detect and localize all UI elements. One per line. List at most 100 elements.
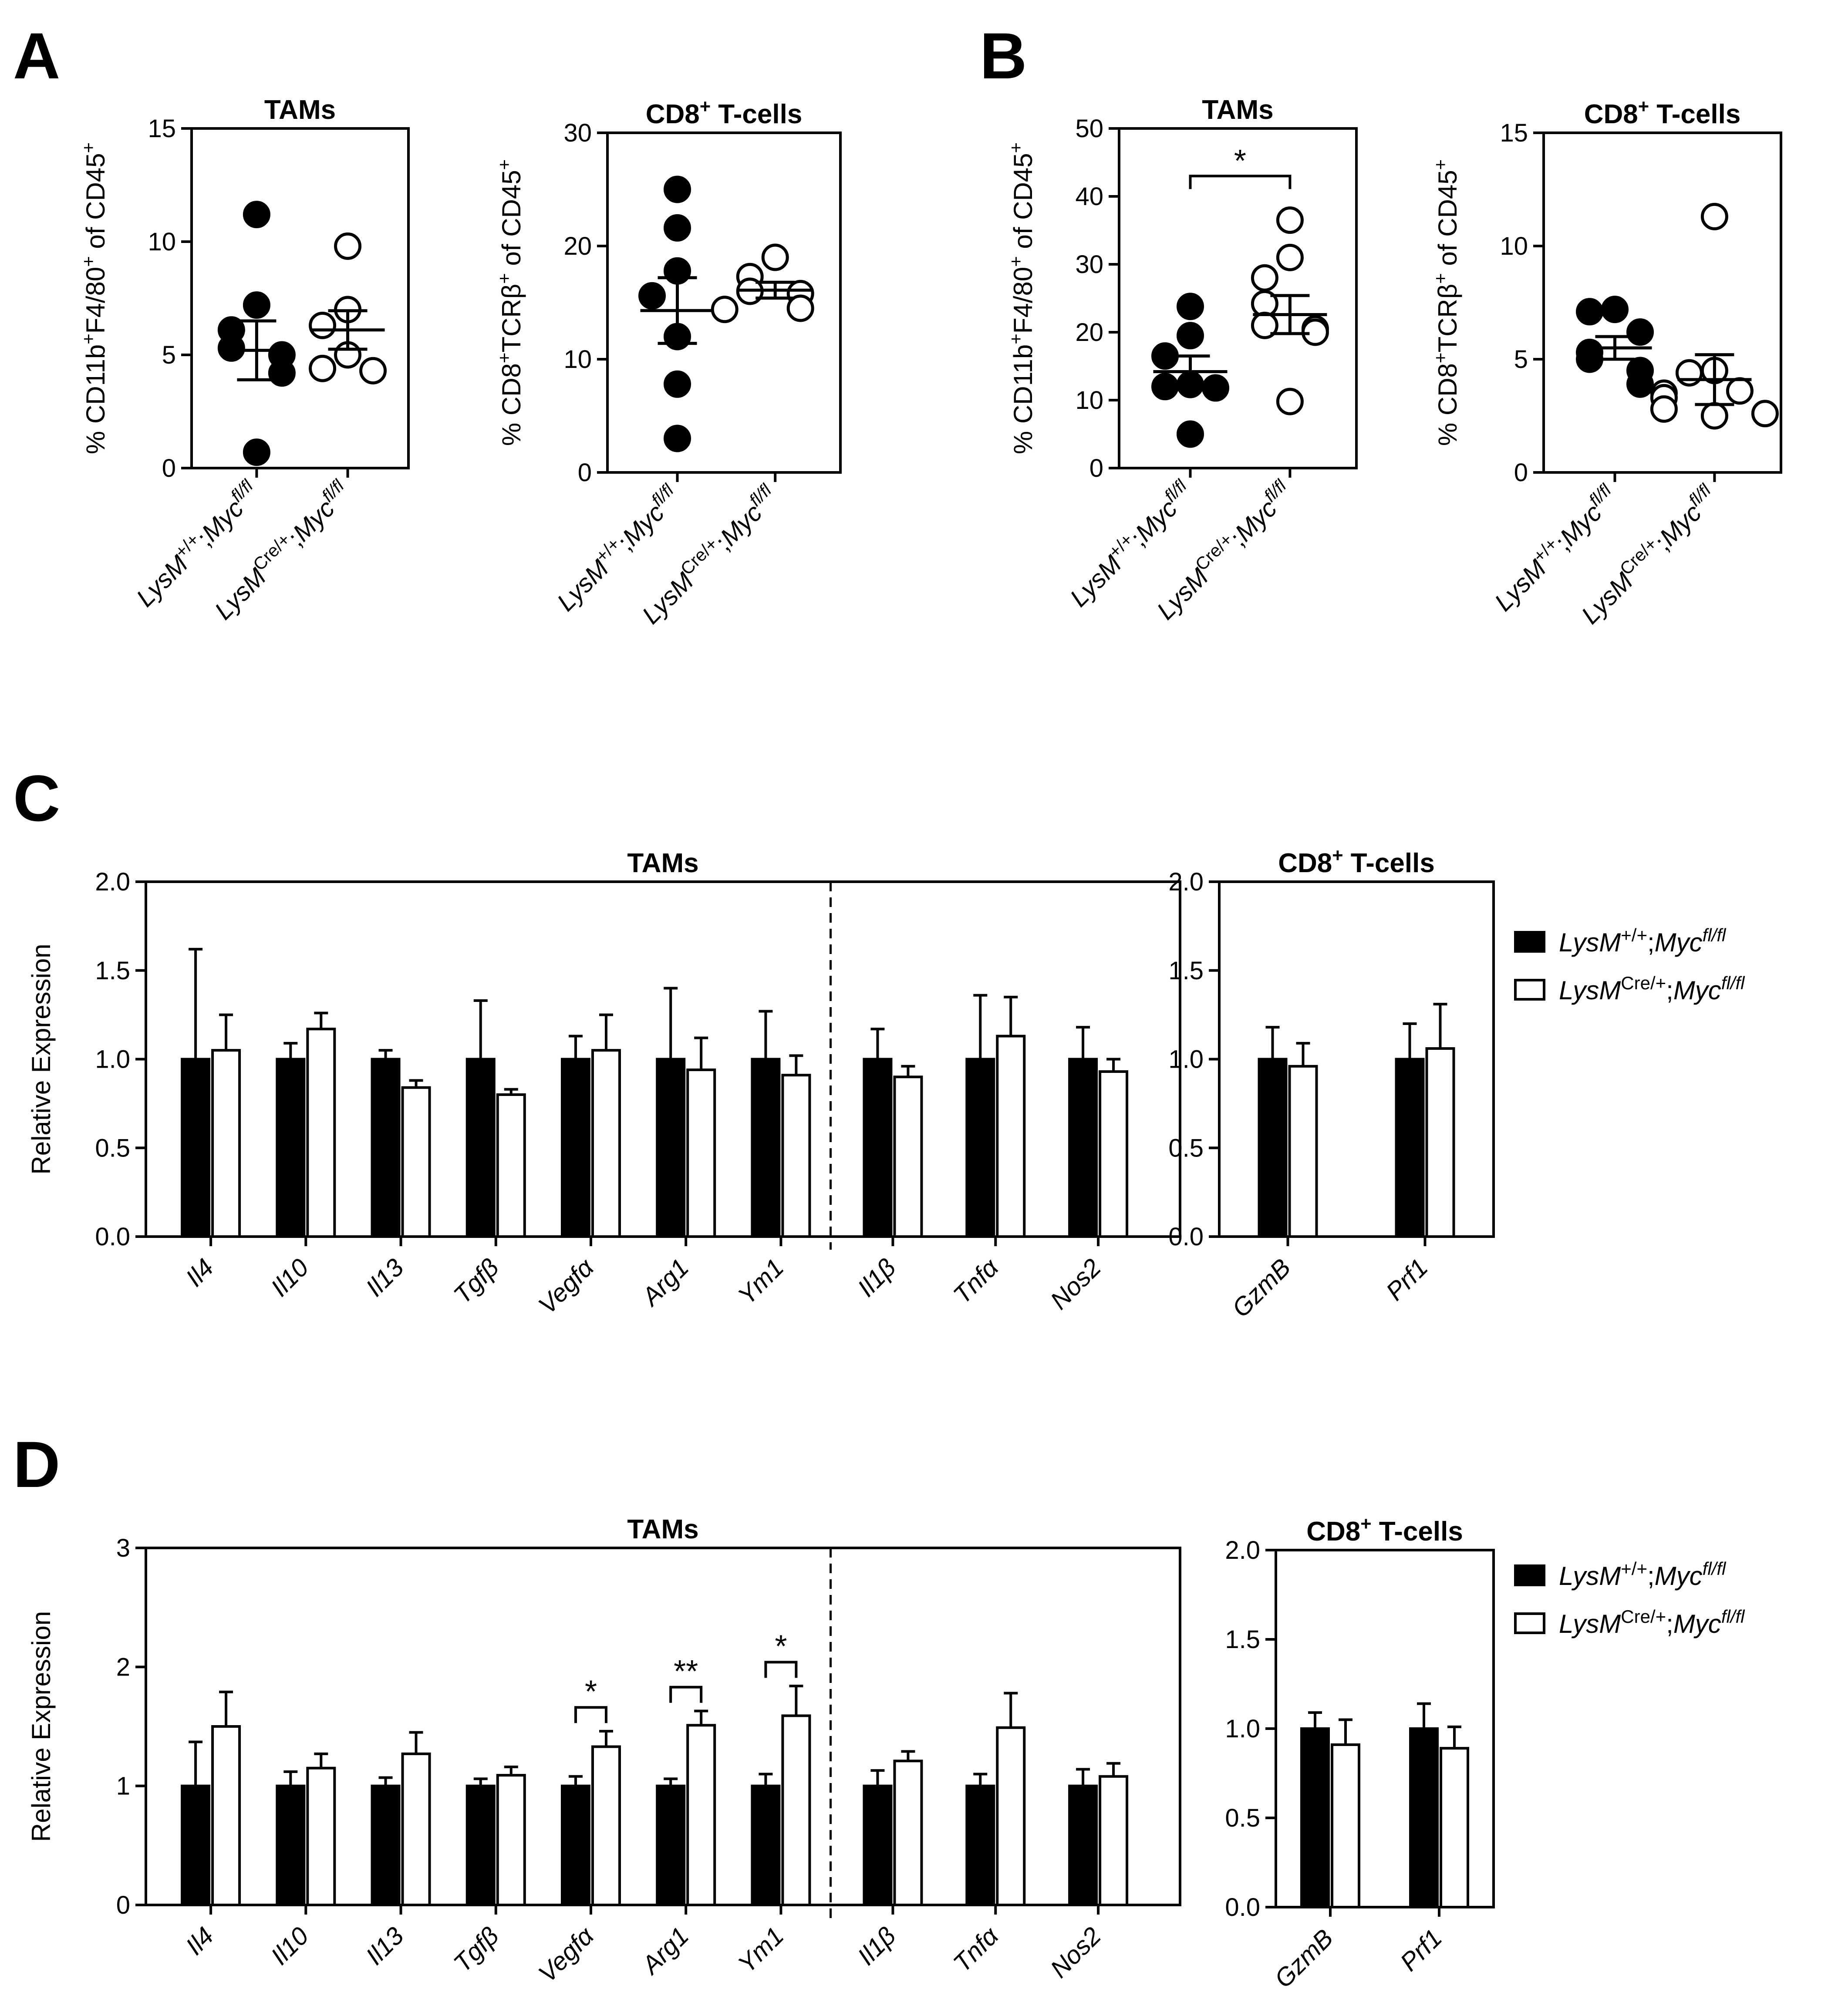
data-point: [1751, 400, 1779, 428]
bar-wt: [181, 1058, 211, 1238]
legend-swatch-wt: [1514, 931, 1545, 953]
y-tick-label: 30: [1075, 250, 1103, 279]
bar-wt: [1409, 1727, 1439, 1908]
x-category-label: Il1β: [852, 1253, 901, 1302]
bar-ko: [306, 1767, 336, 1907]
x-category-label: GzmB: [1269, 1924, 1339, 1993]
y-tick-label: 1: [116, 1772, 130, 1800]
data-point: [1626, 370, 1654, 398]
data-point: [664, 425, 691, 452]
panel-label-a: A: [13, 19, 60, 92]
y-tick-label: 0.5: [1168, 1134, 1204, 1162]
bar-wt: [276, 1058, 306, 1238]
legend-label-wt: LysM+/+;Mycfl/fl: [1559, 925, 1727, 957]
bar-ko: [1331, 1743, 1360, 1908]
y-tick-label: 20: [1075, 318, 1103, 347]
c-tams-axes: 0.0 0.5 1.0 1.5 2.0: [95, 868, 1181, 1251]
bar-ko: [1099, 1775, 1129, 1907]
bar-ko: [686, 1724, 716, 1906]
a-cd8-frame: [606, 131, 842, 474]
bar-ko: [686, 1068, 716, 1238]
x-category-label: Il4: [180, 1922, 219, 1960]
c-tams-group-2: Il13: [361, 1049, 431, 1302]
y-tick-label: 1.5: [95, 957, 130, 985]
significance-bracket: [1189, 175, 1292, 189]
legend-label-wt: LysM+/+;Mycfl/fl: [1559, 1558, 1727, 1591]
panel-label-d: D: [13, 1428, 60, 1501]
d-tams-title: TAMs: [627, 1514, 698, 1544]
data-point: [243, 291, 270, 319]
y-tick-label: 5: [1514, 345, 1528, 374]
data-point: [309, 354, 337, 382]
c-tams-group-4: Vegfα: [533, 1013, 621, 1320]
b-tams-title: TAMs: [1202, 95, 1273, 125]
x-category-label: Il4: [180, 1253, 219, 1292]
y-tick-label: 5: [162, 341, 176, 369]
c-tams-group-0: Il4: [180, 947, 241, 1292]
d-tams-group-5: Arg1: [636, 1709, 716, 1980]
data-point: [1675, 359, 1703, 387]
data-point: [761, 243, 789, 271]
bar-ko: [211, 1049, 241, 1238]
y-tick-label: 10: [1500, 232, 1528, 260]
bar-wt: [465, 1058, 496, 1238]
bar-wt: [751, 1058, 781, 1238]
bar-ko: [893, 1075, 923, 1238]
x-category-label: Nos2: [1045, 1253, 1107, 1315]
b-cd8-series-ko: LysMCre/+;Mycfl/fl: [1576, 202, 1779, 630]
data-point: [1601, 296, 1629, 324]
b-tams-axes: 0 10 20 30 40 50: [1075, 115, 1358, 482]
bar-wt: [1395, 1058, 1425, 1238]
significance-bracket: [574, 1706, 607, 1723]
data-point: [217, 334, 245, 362]
bar-ko: [591, 1745, 621, 1906]
significance-star: *: [1234, 144, 1246, 179]
significance-bracket: [764, 1661, 798, 1678]
legend-c: LysM+/+;Mycfl/fl LysMCre/+;Mycfl/fl: [1514, 925, 1745, 1005]
data-point: [334, 232, 362, 260]
data-point: [1177, 420, 1204, 448]
legend-swatch-ko: [1514, 1612, 1545, 1634]
bar-ko: [211, 1725, 241, 1906]
bar-wt: [751, 1784, 781, 1906]
data-point: [1700, 202, 1728, 230]
c-tams-group-8: Tnfα: [948, 994, 1026, 1309]
bar-wt: [656, 1058, 686, 1238]
bar-ko: [496, 1774, 526, 1906]
c-tams-group-1: Il10: [265, 1011, 336, 1302]
x-category-label: Arg1: [636, 1922, 695, 1980]
data-point: [1700, 402, 1728, 430]
d-tams-ylabel: Relative Expression: [27, 1611, 56, 1842]
bar-ko: [591, 1049, 621, 1238]
y-tick-label: 0.5: [95, 1134, 130, 1162]
data-point: [309, 311, 337, 339]
data-point: [1276, 388, 1304, 415]
x-category-label: Ym1: [732, 1922, 789, 1978]
b-cd8-axes: 0 5 10 15: [1500, 119, 1782, 487]
data-point: [1626, 318, 1654, 346]
d-tams-significance-5: **: [669, 1654, 703, 1703]
data-point: [1177, 322, 1204, 350]
bar-wt: [560, 1784, 590, 1906]
d-tams-significance-4: *: [574, 1674, 607, 1723]
bar-ko: [401, 1086, 431, 1238]
x-category-label: Vegfα: [533, 1253, 600, 1320]
c-cd8-title: CD8+ T-cells: [1278, 845, 1435, 878]
a-tams-axes: 0 5 10 15: [148, 115, 410, 482]
x-category-label: Tnfα: [948, 1921, 1005, 1978]
x-category-label: Prf1: [1395, 1924, 1447, 1976]
legend-label-ko: LysMCre/+;Mycfl/fl: [1559, 973, 1745, 1005]
y-tick-label: 10: [563, 345, 592, 374]
bar-wt: [1068, 1058, 1098, 1238]
bar-wt: [965, 1784, 995, 1906]
x-category-label: Il10: [265, 1922, 314, 1970]
y-tick-label: 1.0: [95, 1045, 130, 1074]
data-point: [638, 282, 666, 310]
y-tick-label: 0: [1089, 454, 1103, 482]
c-cd8-group-0: GzmB: [1227, 1026, 1318, 1323]
b-tams-series-ko: LysMCre/+;Mycfl/fl: [1151, 206, 1329, 625]
c-cd8-axes: 0.0 0.5 1.0 1.5 2.0: [1168, 868, 1495, 1251]
legend-d: LysM+/+;Mycfl/fl LysMCre/+;Mycfl/fl: [1514, 1558, 1745, 1638]
y-tick-label: 1.5: [1168, 957, 1204, 985]
bar-ko: [401, 1752, 431, 1907]
